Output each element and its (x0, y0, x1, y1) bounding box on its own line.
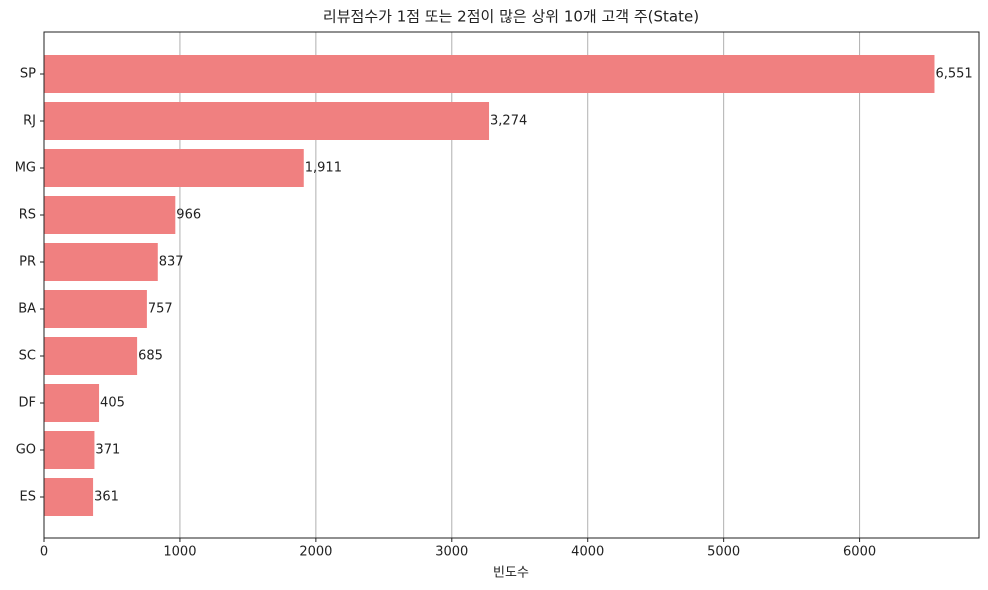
x-axis-label: 빈도수 (493, 566, 529, 581)
bar (44, 243, 158, 281)
bar (44, 102, 490, 140)
y-tick-label: ES (20, 490, 36, 505)
plot-frame (43, 31, 980, 539)
value-label: 757 (148, 302, 173, 317)
value-label: 371 (95, 443, 120, 458)
bar (44, 149, 304, 187)
x-tick-label: 5000 (707, 545, 740, 560)
y-tick-label: BA (18, 302, 36, 317)
value-label: 3,274 (490, 114, 527, 129)
chart-title: 리뷰점수가 1점 또는 2점이 많은 상위 10개 고객 주(State) (323, 8, 699, 26)
x-tick-label: 6000 (843, 545, 876, 560)
y-tick-label: RS (19, 208, 36, 223)
x-tick-label: 0 (40, 545, 48, 560)
bar (44, 290, 147, 328)
y-tick-label: SP (20, 67, 36, 82)
y-tick-label: RJ (23, 114, 36, 129)
y-tick-label: DF (19, 396, 37, 411)
value-label: 837 (159, 255, 184, 270)
bar (44, 55, 935, 93)
value-label: 1,911 (305, 161, 342, 176)
value-label: 405 (100, 396, 125, 411)
bar (44, 478, 94, 516)
y-tick-label: MG (15, 161, 36, 176)
x-tick-label: 1000 (163, 545, 196, 560)
bar (44, 431, 95, 469)
value-label: 685 (138, 349, 163, 364)
value-label: 6,551 (935, 67, 972, 82)
y-tick-label: PR (19, 255, 36, 270)
x-tick-label: 4000 (571, 545, 604, 560)
x-tick-label: 3000 (435, 545, 468, 560)
bar (44, 337, 138, 375)
y-tick-label: GO (16, 443, 36, 458)
bar (44, 196, 176, 234)
x-tick-label: 2000 (299, 545, 332, 560)
value-label: 361 (94, 490, 119, 505)
y-tick-label: SC (19, 349, 36, 364)
value-label: 966 (176, 208, 201, 223)
bar (44, 384, 100, 422)
